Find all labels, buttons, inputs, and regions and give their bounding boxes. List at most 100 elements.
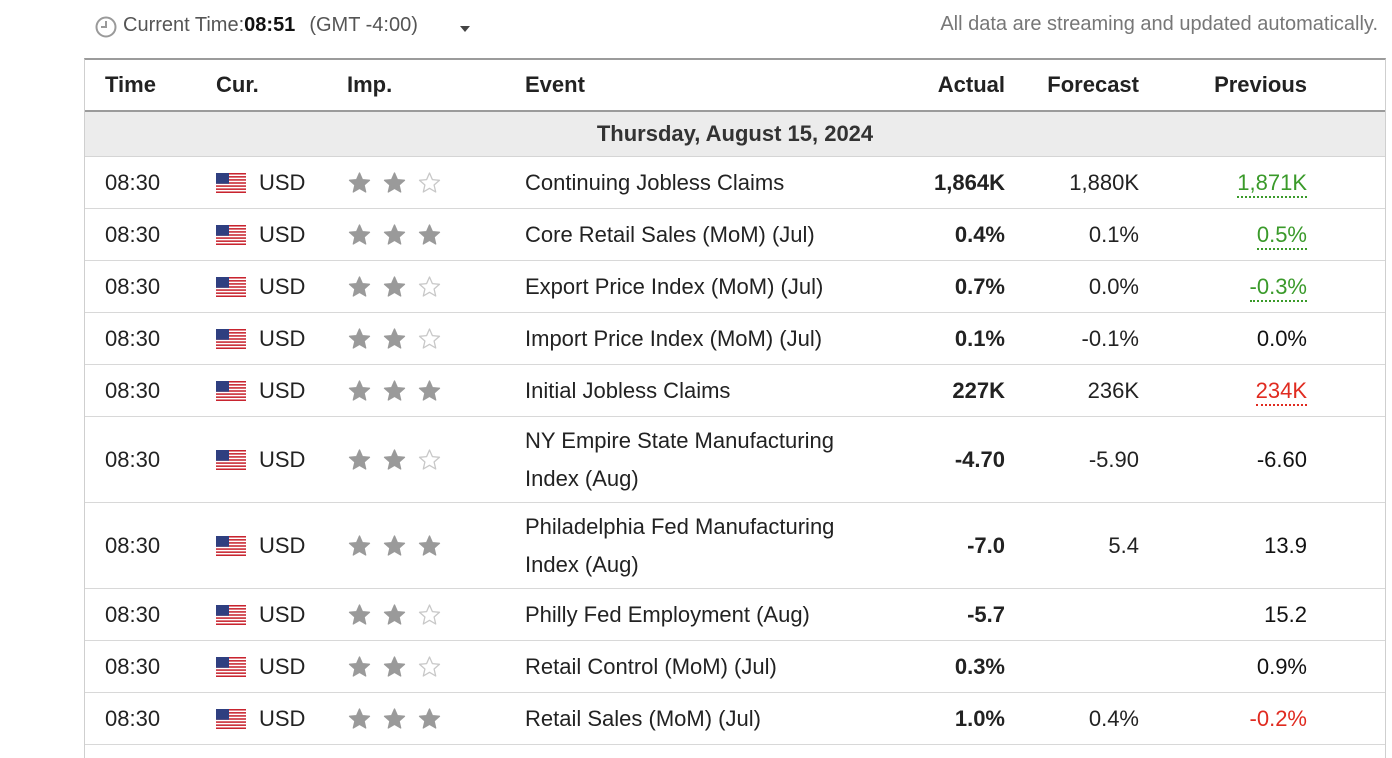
event-importance	[347, 416, 525, 503]
current-time-value: 08:51	[244, 14, 296, 36]
event-name-link[interactable]: Initial Jobless Claims	[525, 364, 865, 417]
event-previous[interactable]: 234K	[1255, 377, 1307, 406]
row-spacer	[1307, 692, 1385, 745]
table-row[interactable]: 08:30 USD Philly Fed Employment (Aug) -5.7 1…	[85, 588, 1385, 641]
event-actual: 0.3%	[865, 640, 1005, 693]
event-time: 08:30	[85, 156, 216, 209]
event-currency: USD	[259, 377, 306, 403]
event-name-link[interactable]: NY Empire State Manufacturing Index (Aug…	[525, 416, 865, 503]
us-flag-icon	[216, 276, 246, 297]
us-flag-icon	[216, 224, 246, 245]
event-previous: -0.2%	[1249, 705, 1307, 731]
header-forecast[interactable]: Forecast	[1005, 60, 1139, 112]
us-flag-icon	[216, 535, 246, 556]
event-time: 08:30	[85, 588, 216, 641]
table-row[interactable]: 08:30 USD Retail Sales (MoM) (Jul) 1.0% 0.4%…	[85, 692, 1385, 745]
event-name-link[interactable]: Core Retail Sales (MoM) (Jul)	[525, 208, 865, 261]
event-previous-cell: 1,871K	[1139, 156, 1307, 209]
current-time-display: Current Time:08:51 (GMT -4:00)	[123, 14, 418, 37]
event-previous-cell: -0.3%	[1139, 260, 1307, 313]
star-icon	[418, 448, 441, 470]
event-actual: -4.70	[865, 416, 1005, 503]
event-currency-cell: USD	[216, 208, 347, 261]
row-spacer	[1307, 416, 1385, 503]
star-icon	[383, 327, 406, 349]
event-forecast: 0.4%	[1005, 692, 1139, 745]
star-icon	[348, 171, 371, 193]
star-icon	[348, 448, 371, 470]
event-name-link[interactable]: Continuing Jobless Claims	[525, 156, 865, 209]
header-currency[interactable]: Cur.	[216, 60, 347, 112]
row-spacer	[1307, 312, 1385, 365]
row-spacer	[1307, 502, 1385, 589]
header-previous[interactable]: Previous	[1139, 60, 1307, 112]
us-flag-icon	[216, 708, 246, 729]
star-icon	[383, 448, 406, 470]
event-currency-cell: USD	[216, 156, 347, 209]
event-currency: USD	[259, 532, 306, 558]
event-importance	[347, 588, 525, 641]
event-time: 08:30	[85, 312, 216, 365]
us-flag-icon	[216, 449, 246, 470]
clock-icon	[95, 16, 117, 38]
event-previous: 0.0%	[1256, 325, 1307, 351]
table-row[interactable]: 08:30 USD Initial Jobless Claims 227K 236K 23…	[85, 364, 1385, 417]
event-previous-cell: 13.9	[1139, 502, 1307, 589]
row-spacer	[1307, 156, 1385, 209]
star-icon	[418, 327, 441, 349]
event-currency: USD	[259, 705, 306, 731]
event-previous[interactable]: 1,871K	[1237, 169, 1307, 198]
event-previous: 13.9	[1264, 532, 1307, 558]
table-row[interactable]: 08:30 USD Core Retail Sales (MoM) (Jul) 0.4…	[85, 208, 1385, 261]
star-icon	[383, 534, 406, 556]
event-currency-cell: USD	[216, 364, 347, 417]
event-name-link[interactable]: Philly Fed Employment (Aug)	[525, 588, 865, 641]
event-name-link[interactable]: Export Price Index (MoM) (Jul)	[525, 260, 865, 313]
event-previous: 15.2	[1264, 601, 1307, 627]
event-currency-cell: USD	[216, 416, 347, 503]
event-name-link[interactable]: Import Price Index (MoM) (Jul)	[525, 312, 865, 365]
event-name-link[interactable]: Philadelphia Fed Manufacturing Index (Au…	[525, 502, 865, 589]
event-name-link[interactable]: Retail Sales (MoM) (Jul)	[525, 692, 865, 745]
row-spacer	[1307, 260, 1385, 313]
star-icon	[383, 655, 406, 677]
event-forecast	[1005, 640, 1139, 693]
event-time: 08:30	[85, 208, 216, 261]
event-currency: USD	[259, 169, 306, 195]
event-previous[interactable]: -0.3%	[1249, 273, 1307, 302]
event-importance	[347, 692, 525, 745]
event-actual: -7.0	[865, 502, 1005, 589]
event-previous-cell: -6.60	[1139, 416, 1307, 503]
chevron-down-icon[interactable]	[458, 22, 472, 36]
event-currency-cell: USD	[216, 260, 347, 313]
table-header-row: Time Cur. Imp. Event Actual Forecast Pre…	[85, 60, 1385, 112]
table-row[interactable]: 08:30 USD NY Empire State Manufacturing In…	[85, 416, 1385, 503]
table-row[interactable]: 08:30 USD Import Price Index (MoM) (Jul) 0.…	[85, 312, 1385, 365]
event-previous[interactable]: 0.5%	[1256, 221, 1307, 250]
header-event[interactable]: Event	[525, 60, 865, 112]
header-importance[interactable]: Imp.	[347, 60, 525, 112]
event-time: 08:30	[85, 692, 216, 745]
star-icon	[383, 171, 406, 193]
star-icon	[348, 327, 371, 349]
star-icon	[383, 707, 406, 729]
star-icon	[348, 379, 371, 401]
row-spacer	[1307, 588, 1385, 641]
star-icon	[383, 379, 406, 401]
row-spacer	[1307, 364, 1385, 417]
event-currency: USD	[259, 446, 306, 472]
event-time: 08:30	[85, 416, 216, 503]
header-spacer	[1307, 60, 1385, 112]
us-flag-icon	[216, 328, 246, 349]
star-icon	[348, 603, 371, 625]
table-row[interactable]: 08:30 USD Export Price Index (MoM) (Jul) 0.…	[85, 260, 1385, 313]
table-row[interactable]: 08:30 USD Philadelphia Fed Manufacturing I…	[85, 502, 1385, 589]
table-row[interactable]: 08:30 USD Retail Control (MoM) (Jul) 0.3% 0.…	[85, 640, 1385, 693]
star-icon	[418, 223, 441, 245]
event-name-link[interactable]: Retail Control (MoM) (Jul)	[525, 640, 865, 693]
header-time[interactable]: Time	[85, 60, 216, 112]
event-time: 08:30	[85, 260, 216, 313]
table-row[interactable]: 08:30 USD Continuing Jobless Claims 1,864K 1…	[85, 156, 1385, 209]
header-actual[interactable]: Actual	[865, 60, 1005, 112]
event-actual: 1,864K	[865, 156, 1005, 209]
